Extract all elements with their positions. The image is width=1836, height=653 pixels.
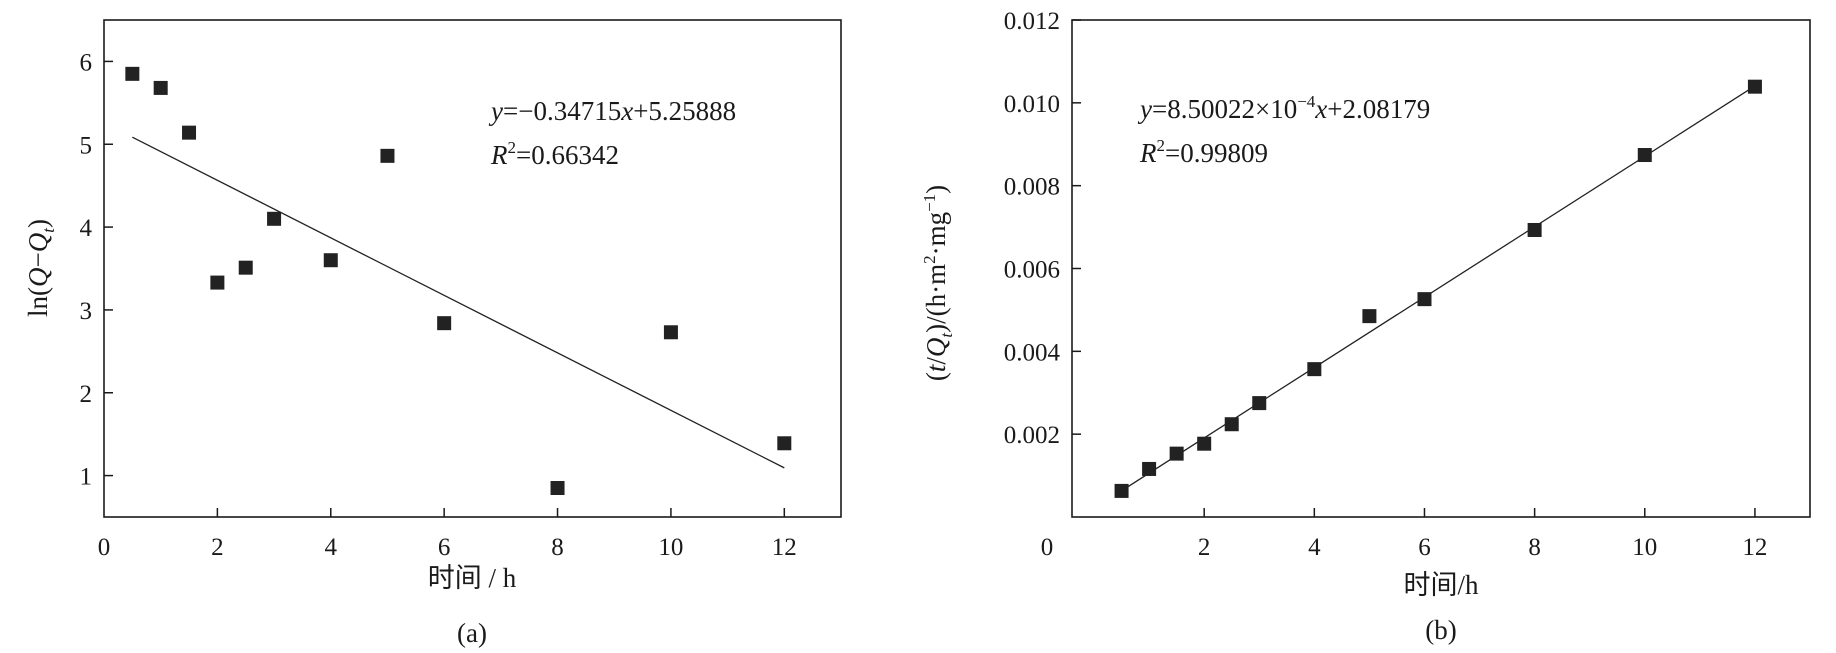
- data-point: [1362, 309, 1377, 324]
- x-tick-label: 2: [211, 534, 224, 561]
- y-tick-label: 3: [80, 298, 93, 325]
- data-point: [267, 211, 282, 226]
- data-point: [1747, 79, 1762, 94]
- data-point: [153, 80, 168, 95]
- x-tick-label: 10: [658, 534, 683, 561]
- x-axis-ticks-a: 0 2 4 6 8 10 12: [98, 508, 797, 561]
- data-point: [210, 275, 225, 290]
- plot-frame-a: [103, 19, 842, 518]
- y-tick-label: 0.010: [1004, 91, 1060, 118]
- data-point: [550, 481, 565, 496]
- y-tick-label: 0.008: [1004, 174, 1060, 201]
- data-point: [1197, 436, 1212, 451]
- y-tick-label: 0.012: [1004, 8, 1060, 35]
- y-axis-ticks-a: 1 2 3 4 5 6: [80, 49, 113, 491]
- equation-b: y=8.50022×10−4x+2.08179: [1137, 92, 1430, 124]
- x-tick-label: 10: [1632, 534, 1657, 561]
- x-tick-label: 12: [1742, 534, 1767, 561]
- x-tick-label: 4: [1308, 534, 1321, 561]
- y-tick-label: 2: [80, 381, 93, 408]
- data-point: [1637, 148, 1652, 163]
- x-tick-label: 6: [1418, 534, 1431, 561]
- data-points-b: [1114, 79, 1762, 498]
- caption-a: (a): [457, 618, 487, 648]
- y-axis-title-b: (t/Qt)/(h·m2·mg−1): [920, 185, 956, 381]
- y-tick-label: 6: [80, 49, 93, 76]
- caption-b: (b): [1425, 615, 1456, 645]
- data-point: [1114, 483, 1129, 498]
- x-tick-label: 8: [551, 534, 564, 561]
- data-point: [238, 260, 253, 275]
- fit-line-a: [132, 136, 785, 469]
- data-points-a: [125, 66, 792, 496]
- x-tick-label: 4: [325, 534, 338, 561]
- data-point: [1169, 446, 1184, 461]
- y-tick-label: 0.004: [1004, 339, 1061, 366]
- x-axis-title-b: 时间/h: [1403, 570, 1479, 600]
- data-point: [125, 66, 140, 81]
- x-tick-label: 6: [438, 534, 451, 561]
- x-origin-label-b: 0: [1041, 534, 1054, 561]
- x-tick-label: 8: [1528, 534, 1541, 561]
- data-point: [1224, 417, 1239, 432]
- data-point: [437, 316, 452, 331]
- y-tick-label: 1: [80, 464, 93, 491]
- y-tick-label: 0.002: [1004, 422, 1060, 449]
- y-tick-label: 0.006: [1004, 257, 1060, 284]
- y-axis-title-a: ln(Q−Qt): [23, 219, 58, 317]
- x-tick-label: 0: [98, 534, 111, 561]
- y-tick-label: 5: [80, 132, 93, 159]
- regression-line: [132, 136, 785, 469]
- data-point: [182, 125, 197, 140]
- x-tick-label: 12: [772, 534, 797, 561]
- y-tick-label: 4: [80, 215, 93, 242]
- equation-a: y=−0.34715x+5.25888: [488, 96, 736, 126]
- x-tick-label: 2: [1198, 534, 1211, 561]
- chart-b: 2 4 6 8 10 12 0.0020.0040.0060.0080.0100.012 …: [920, 8, 1811, 645]
- x-axis-title-a: 时间 / h: [428, 563, 517, 593]
- r-squared-a: R2=0.66342: [490, 138, 619, 170]
- y-axis-ticks-b: 0.002 0.004 0.006 0.008 0.010 0.012: [1004, 8, 1081, 449]
- data-point: [777, 436, 792, 451]
- data-point: [1417, 292, 1432, 307]
- data-point: [380, 148, 395, 163]
- r-squared-b: R2=0.99809: [1139, 136, 1268, 168]
- data-point: [1307, 362, 1322, 377]
- data-point: [323, 253, 338, 268]
- data-point: [1252, 396, 1267, 411]
- x-axis-ticks-b: 2 4 6 8 10 12: [1198, 508, 1767, 561]
- data-point: [663, 325, 678, 340]
- data-point: [1142, 461, 1157, 476]
- data-point: [1527, 222, 1542, 237]
